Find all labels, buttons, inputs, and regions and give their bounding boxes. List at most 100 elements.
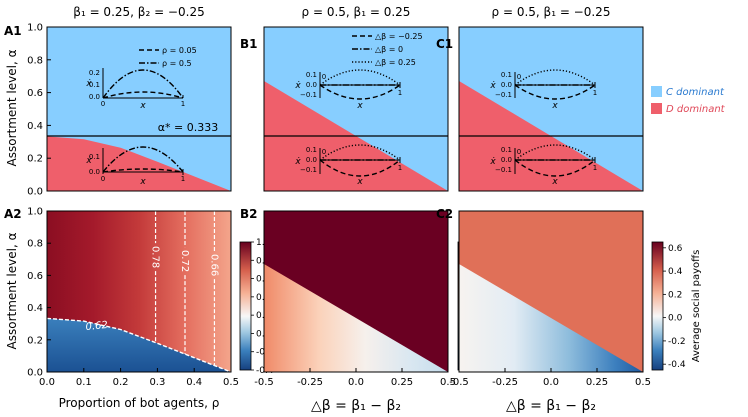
c1-inset-upper: 0.1 0.0 −0.1 0 1 x ẋ	[489, 69, 597, 111]
a2-y-axis: 0.0 0.2 0.4 0.6 0.8 1.0	[27, 207, 51, 379]
xtick-label: -0.25	[492, 377, 518, 388]
a1-ylabel: Assortment level, α	[5, 49, 19, 166]
legend-swatch-c	[651, 86, 662, 97]
inset-ylabel: ẋ	[489, 81, 496, 91]
inset-curve-dbeta-neg	[514, 84, 596, 100]
inset-xlabel: x	[356, 101, 363, 111]
colorbar-tick-label: 0.0	[256, 329, 271, 339]
inset-ytick: 0.0	[501, 156, 512, 164]
inset-curve-rho-005	[102, 168, 184, 173]
a2-x-axis: 0.0 0.1 0.2 0.3 0.4 0.5	[39, 368, 239, 388]
ytick-label: 1.0	[27, 23, 43, 34]
panel-b1-label: B1	[240, 37, 258, 51]
inset-ylabel: ẋ	[489, 157, 496, 167]
xtick-label: 0.0	[39, 377, 55, 388]
colorbar-tick-label: 0.2	[256, 311, 270, 321]
inset-ytick: −0.1	[495, 91, 512, 99]
xtick-label: -0.5	[449, 377, 469, 388]
inset-ylabel: ẋ	[294, 81, 301, 91]
a1-d-region	[47, 136, 231, 191]
ytick-label: 1.0	[27, 207, 43, 218]
inset-xtick: 1	[593, 89, 597, 97]
a2-contours: 0.78 0.72 0.66	[150, 211, 219, 366]
a2-xlabel: Proportion of bot agents, ρ	[59, 396, 220, 410]
inset-xlabel: x	[139, 101, 146, 111]
xtick-label: 0.4	[186, 377, 202, 388]
inset-ytick: 0.1	[306, 71, 317, 79]
legend-label-dbeta-zero: △β = 0	[375, 45, 403, 54]
inset-ylabel: ẋ	[85, 156, 92, 166]
colorbar-tick-label: 0.0	[668, 314, 683, 324]
inset-xlabel: x	[551, 101, 558, 111]
a2-ylabel: Assortment level, α	[5, 232, 19, 349]
inset-xlabel: x	[139, 177, 146, 187]
colorbar-tick-label: 0.6	[256, 275, 271, 285]
panel-c1-label: C1	[436, 37, 453, 51]
legend-label-d: D dominant	[666, 104, 726, 115]
inset-ytick: 0.2	[89, 69, 100, 77]
legend-label-rho-05: ρ = 0.5	[162, 59, 192, 68]
inset-ytick: 0.1	[89, 153, 100, 161]
ytick-label: 0.6	[27, 271, 43, 282]
inset-xtick: 1	[181, 175, 185, 183]
inset-curve-rho-05	[102, 146, 184, 173]
legend-label-dbeta-pos: △β = 0.25	[375, 58, 416, 67]
inset-xtick: 1	[593, 164, 597, 172]
inset-curve-dbeta-neg	[319, 159, 401, 177]
inset-ytick: 0.1	[501, 71, 512, 79]
a1-frame	[46, 26, 232, 192]
legend-swatch-d	[651, 103, 662, 114]
panel-a1-label: A1	[4, 24, 22, 38]
b2-heatmap-upper	[264, 211, 448, 372]
inset-ytick: 0.0	[306, 81, 317, 89]
inset-xlabel: x	[356, 177, 363, 187]
a1-y-axis: 0.0 0.2 0.4 0.6 0.8 1.0	[27, 23, 51, 198]
a2-colorbar	[239, 241, 252, 371]
contour-label: 0.72	[179, 250, 190, 272]
inset-xtick: 0	[101, 100, 105, 108]
inset-ylabel: ẋ	[85, 79, 92, 89]
a1-inset-lower: 0.1 0.0 0 1 x ẋ	[85, 146, 185, 187]
inset-ytick: −0.1	[300, 91, 317, 99]
c2-colorbar	[651, 241, 664, 371]
legend-label-c: C dominant	[666, 87, 725, 98]
b1-inset-upper: 0.1 0.0 −0.1 0 1 x ẋ	[294, 69, 402, 111]
inset-ytick: −0.1	[300, 166, 317, 174]
a2-boundary-contour	[47, 317, 231, 372]
inset-curve-rho-05	[102, 69, 184, 99]
panel-b2-label: B2	[240, 207, 258, 221]
inset-xtick: 1	[398, 164, 402, 172]
inset-xtick: 0	[322, 148, 326, 156]
xtick-label: 0.3	[149, 377, 165, 388]
contour-label: 0.66	[208, 254, 219, 276]
panel-a1-title: β₁ = 0.25, β₂ = −0.25	[73, 5, 204, 19]
xtick-label: 0.25	[391, 377, 413, 388]
c1-frame	[458, 26, 644, 192]
inset-curve-rho-005	[102, 91, 184, 99]
colorbar-tick-label: -0.2	[668, 337, 686, 347]
legend-label-dbeta-neg: △β = −0.25	[375, 32, 423, 41]
inset-ytick: 0.0	[89, 168, 100, 176]
inset-xtick: 0	[101, 175, 105, 183]
panel-c1: ρ = 0.5, β₁ = −0.25 C1 0.1 0.0 −0.1 0 1 …	[436, 5, 644, 192]
colorbar-tick-label: 0.6	[668, 244, 683, 254]
xtick-label: -0.25	[297, 377, 323, 388]
b2-x-axis: -0.5 -0.25 0.0 0.25 0.5	[254, 368, 456, 388]
inset-xtick: 1	[181, 100, 185, 108]
inset-ytick: 0.0	[89, 93, 100, 101]
inset-xtick: 0	[517, 148, 521, 156]
colorbar-tick-label: 1.0	[256, 238, 271, 248]
inset-xtick: 0	[517, 73, 521, 81]
panel-a2: A2 0.78 0.72 0.66 0.62 0.00.20.40.60.81.0 …	[4, 207, 274, 411]
inset-curve-dbeta-neg	[514, 159, 596, 177]
colorbar-tick-label: 0.2	[668, 290, 682, 300]
xtick-label: 0.5	[440, 377, 456, 388]
ytick-label: 0.8	[27, 239, 43, 250]
a1-threshold-label: α* = 0.333	[158, 121, 218, 134]
a1-inset-upper: 0.2 0.1 0.0 0 1 x ẋ	[85, 68, 185, 111]
inset-ytick: 0.1	[89, 81, 100, 89]
ytick-label: 0.2	[27, 154, 43, 165]
inset-curve-dbeta-pos	[514, 69, 596, 86]
colorbar-tick-label: 0.4	[256, 293, 271, 303]
a2-heatmap-lower	[47, 318, 231, 372]
